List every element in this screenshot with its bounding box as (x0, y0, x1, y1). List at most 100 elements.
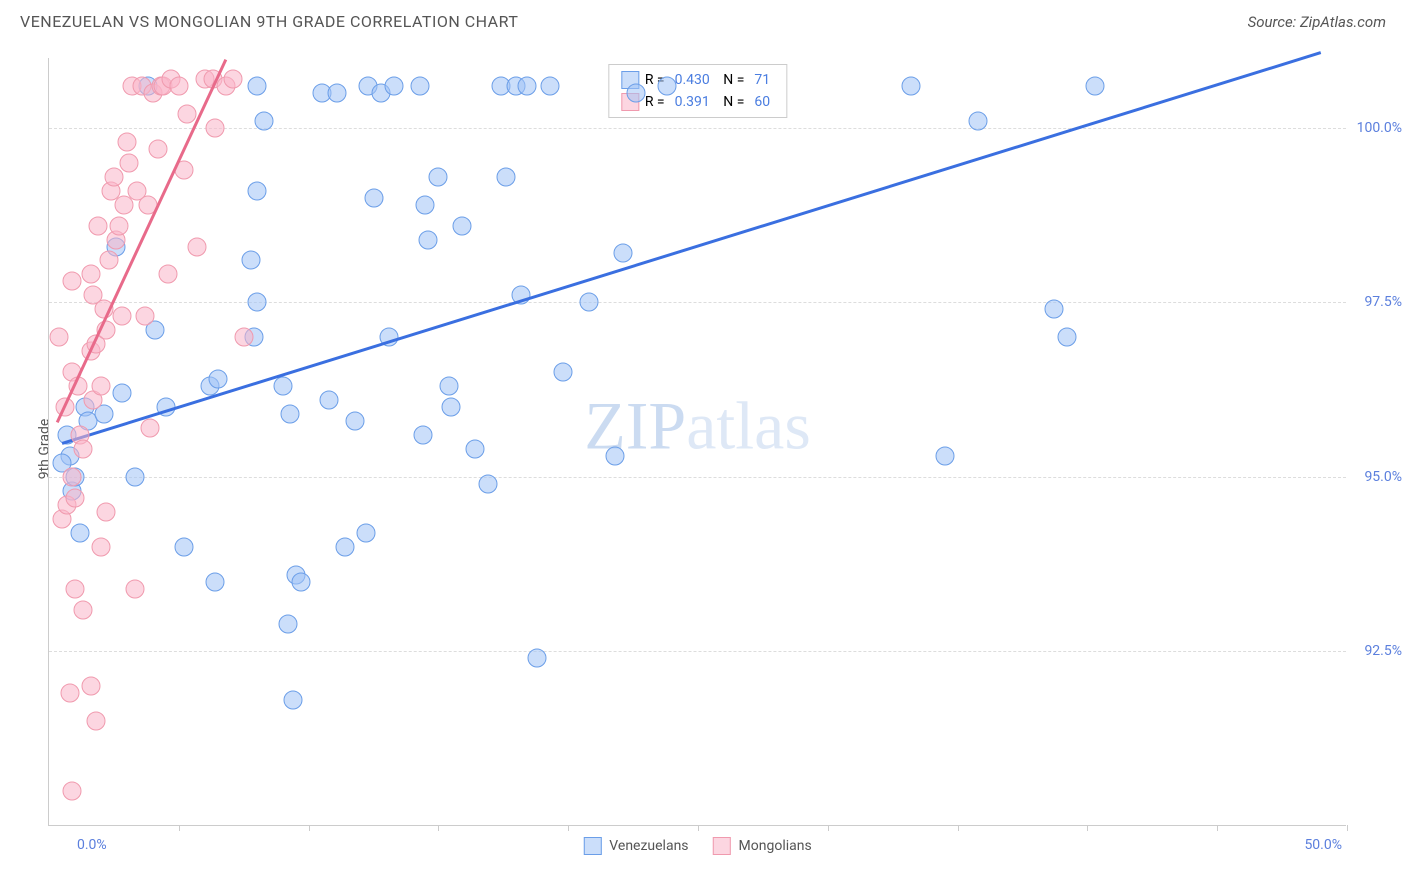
x-max-label: 50.0% (1304, 837, 1342, 853)
data-point (177, 104, 196, 123)
data-point (364, 188, 383, 207)
x-tick (828, 825, 829, 831)
data-point (328, 83, 347, 102)
gridline (49, 651, 1346, 652)
data-point (125, 467, 144, 486)
data-point (284, 691, 303, 710)
data-point (136, 307, 155, 326)
y-tick-label: 100.0% (1352, 120, 1402, 136)
data-point (50, 328, 69, 347)
data-point (320, 391, 339, 410)
legend-label: Mongolians (739, 838, 812, 854)
data-point (208, 370, 227, 389)
x-tick (438, 825, 439, 831)
data-point (71, 523, 90, 542)
data-point (63, 782, 82, 801)
y-tick-label: 95.0% (1352, 469, 1402, 485)
data-point (1057, 328, 1076, 347)
data-point (104, 167, 123, 186)
data-point (439, 377, 458, 396)
gridline (49, 302, 1346, 303)
x-tick (309, 825, 310, 831)
data-point (73, 439, 92, 458)
data-point (247, 181, 266, 200)
data-point (528, 649, 547, 668)
data-point (63, 272, 82, 291)
data-point (613, 244, 632, 263)
data-point (174, 537, 193, 556)
source-label: Source: ZipAtlas.com (1248, 13, 1386, 31)
legend-item-venezuelans: Venezuelans (583, 837, 688, 855)
data-point (626, 83, 645, 102)
series-legend: Venezuelans Mongolians (583, 837, 811, 855)
data-point (281, 405, 300, 424)
data-point (419, 230, 438, 249)
data-point (81, 677, 100, 696)
data-point (159, 265, 178, 284)
data-point (73, 600, 92, 619)
data-point (605, 446, 624, 465)
swatch-mongolians-icon (713, 837, 731, 855)
data-point (429, 167, 448, 186)
data-point (81, 265, 100, 284)
x-tick (1087, 825, 1088, 831)
data-point (517, 76, 536, 95)
x-tick (1217, 825, 1218, 831)
data-point (60, 684, 79, 703)
data-point (452, 216, 471, 235)
data-point (411, 76, 430, 95)
data-point (120, 153, 139, 172)
data-point (273, 377, 292, 396)
data-point (63, 467, 82, 486)
data-point (242, 251, 261, 270)
data-point (1044, 300, 1063, 319)
data-point (112, 307, 131, 326)
data-point (224, 69, 243, 88)
data-point (1086, 76, 1105, 95)
x-tick (958, 825, 959, 831)
data-point (657, 76, 676, 95)
data-point (554, 363, 573, 382)
data-point (65, 488, 84, 507)
swatch-venezuelans-icon (583, 837, 601, 855)
x-tick (698, 825, 699, 831)
data-point (86, 712, 105, 731)
data-point (413, 426, 432, 445)
data-point (112, 384, 131, 403)
data-point (356, 523, 375, 542)
data-point (117, 132, 136, 151)
data-point (478, 474, 497, 493)
data-point (579, 293, 598, 312)
data-point (416, 195, 435, 214)
chart-container: 9th Grade ZIPatlas R =0.430 N =71 R =0.3… (18, 44, 1388, 854)
y-tick-label: 92.5% (1352, 643, 1402, 659)
x-min-label: 0.0% (77, 837, 107, 853)
data-point (346, 412, 365, 431)
data-point (935, 446, 954, 465)
data-point (169, 76, 188, 95)
data-point (541, 76, 560, 95)
plot-area: ZIPatlas R =0.430 N =71 R =0.391 N =60 V… (48, 58, 1346, 826)
data-point (149, 139, 168, 158)
x-tick (1347, 825, 1348, 831)
data-point (385, 76, 404, 95)
data-point (206, 118, 225, 137)
data-point (141, 419, 160, 438)
data-point (110, 216, 129, 235)
data-point (206, 572, 225, 591)
data-point (89, 216, 108, 235)
data-point (247, 76, 266, 95)
data-point (278, 614, 297, 633)
data-point (97, 502, 116, 521)
x-tick (568, 825, 569, 831)
data-point (901, 76, 920, 95)
data-point (99, 251, 118, 270)
data-point (65, 579, 84, 598)
legend-item-mongolians: Mongolians (713, 837, 812, 855)
data-point (465, 439, 484, 458)
data-point (496, 167, 515, 186)
data-point (291, 572, 310, 591)
data-point (255, 111, 274, 130)
data-point (234, 328, 253, 347)
legend-label: Venezuelans (609, 838, 688, 854)
